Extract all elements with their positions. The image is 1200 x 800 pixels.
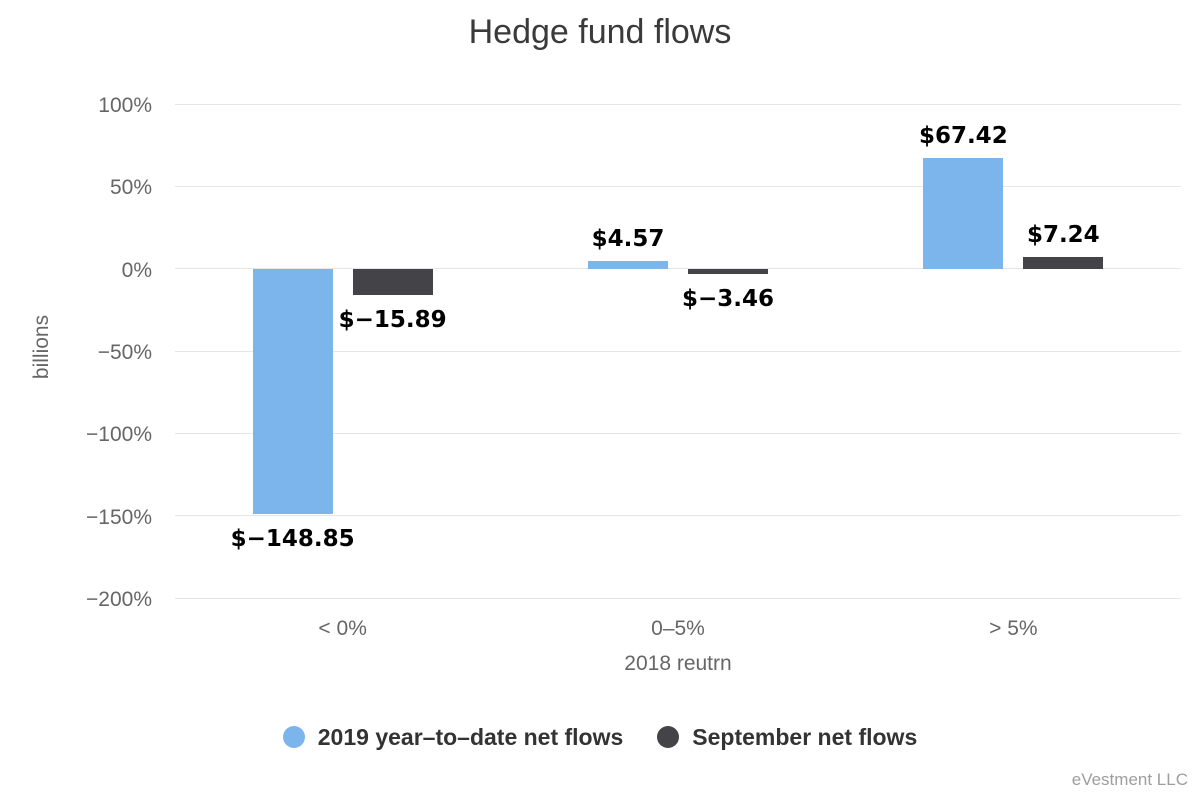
y-axis-title: billions <box>30 314 53 380</box>
bar-september-net-flows-0-5 <box>688 268 768 275</box>
x-axis-title: 2018 reutrn <box>624 652 732 675</box>
x-tick-label-5: > 5% <box>989 617 1038 640</box>
bar-2019-year-to-date-net-flows-0-5 <box>588 261 668 269</box>
y-tick-label--150: −150% <box>86 505 152 529</box>
y-tick-label-0: 0% <box>121 258 152 282</box>
legend-marker-circle-icon <box>657 726 680 748</box>
bar-september-net-flows-5 <box>1023 256 1104 269</box>
data-label-september-net-flows-5: $7.24 <box>1026 221 1100 248</box>
gridline-100 <box>175 103 1181 105</box>
gridline--150 <box>175 515 1181 517</box>
gridline--200 <box>175 597 1181 599</box>
gridline-0 <box>175 268 1181 270</box>
gridline--50 <box>175 350 1181 352</box>
y-tick-label-100: 100% <box>98 94 152 117</box>
x-tick-label-0: < 0% <box>318 617 367 640</box>
data-label-september-net-flows-0: $−15.89 <box>338 306 447 333</box>
data-label-2019-year-to-date-net-flows-5: $67.42 <box>918 122 1008 149</box>
bar-2019-year-to-date-net-flows-5 <box>923 157 1004 269</box>
y-tick-label--100: −100% <box>86 423 152 447</box>
legend-marker-circle-icon <box>282 726 305 748</box>
bar-2019-year-to-date-net-flows-0 <box>252 268 333 514</box>
gridline--100 <box>175 432 1181 434</box>
y-tick-label--50: −50% <box>97 341 152 364</box>
data-label-2019-year-to-date-net-flows-0-5: $4.57 <box>591 226 665 253</box>
x-tick-label-0-5: 0–5% <box>651 617 705 640</box>
legend-item-september-net-flows[interactable]: September net flows <box>657 723 917 751</box>
y-tick-label--200: −200% <box>86 588 152 611</box>
gridline-50 <box>175 185 1181 187</box>
attribution-credit: eVestment LLC <box>1071 770 1188 789</box>
legend-label: September net flows <box>692 724 918 750</box>
bar-september-net-flows-0 <box>352 268 433 295</box>
data-label-2019-year-to-date-net-flows-0: $−148.85 <box>230 525 355 552</box>
legend-item-2019-year-to-date-net-flows[interactable]: 2019 year–to–date net flows <box>282 723 624 751</box>
y-tick-label-50: 50% <box>109 176 152 200</box>
legend: 2019 year–to–date net flows September net… <box>0 723 1200 751</box>
data-label-september-net-flows-0-5: $−3.46 <box>681 286 775 313</box>
chart-title: Hedge fund flows <box>468 13 732 51</box>
legend-label: 2019 year–to–date net flows <box>317 724 624 750</box>
